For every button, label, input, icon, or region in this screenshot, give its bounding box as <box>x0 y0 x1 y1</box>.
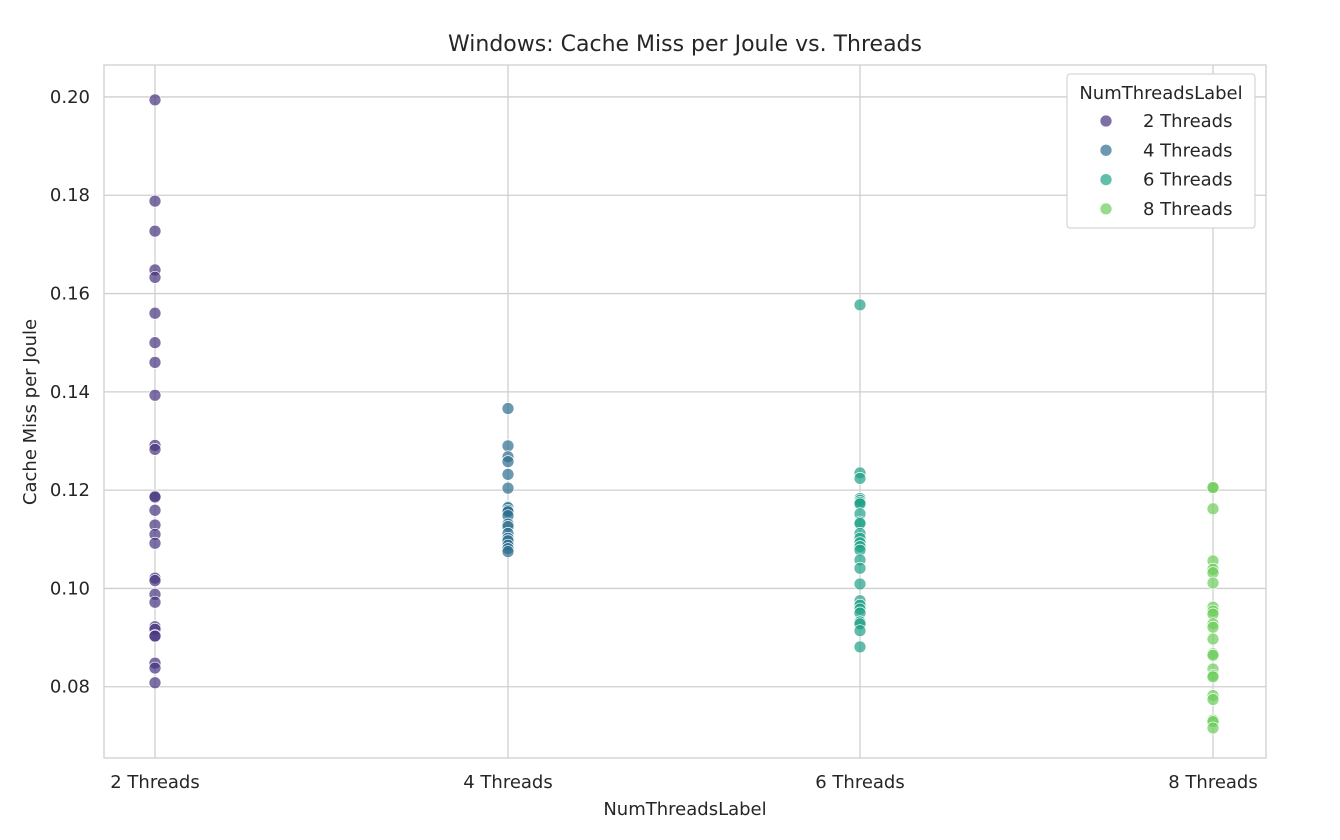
x-tick-label: 8 Threads <box>1168 772 1258 793</box>
legend-marker <box>1099 143 1113 157</box>
data-point <box>148 661 162 675</box>
data-point <box>148 490 162 504</box>
legend-label: 4 Threads <box>1143 140 1233 161</box>
data-point <box>1206 648 1220 662</box>
data-point <box>148 676 162 690</box>
legend: NumThreadsLabel 2 Threads 4 Threads 6 Thre… <box>1066 73 1256 229</box>
data-point <box>501 439 515 453</box>
data-point <box>1206 620 1220 634</box>
data-point <box>501 481 515 495</box>
legend-label: 6 Threads <box>1143 170 1233 191</box>
data-point <box>148 194 162 208</box>
y-tick-label: 0.18 <box>50 185 90 206</box>
y-tick-label: 0.14 <box>50 382 90 403</box>
data-point <box>853 577 867 591</box>
legend-marker <box>1099 114 1113 128</box>
x-tick-label: 2 Threads <box>110 772 200 793</box>
legend-label: 8 Threads <box>1143 199 1233 220</box>
data-point <box>1206 670 1220 684</box>
legend-marker <box>1099 173 1113 186</box>
chart-title: Windows: Cache Miss per Joule vs. Thread… <box>448 32 922 57</box>
legend-box <box>1066 73 1256 229</box>
x-tick-label: 6 Threads <box>815 772 905 793</box>
data-point <box>148 356 162 369</box>
y-tick-label: 0.16 <box>50 284 90 305</box>
data-point <box>1206 632 1220 646</box>
y-tick-label: 0.08 <box>50 677 90 698</box>
data-point <box>148 306 162 320</box>
data-point <box>1206 721 1220 735</box>
y-tick-label: 0.10 <box>50 578 90 599</box>
data-point <box>1206 576 1220 590</box>
ticks-layer: 0.08 0.10 0.12 0.14 0.16 0.18 0.20 2 Threads 4 T… <box>50 87 1258 793</box>
data-point <box>1206 481 1220 495</box>
data-point <box>1206 693 1220 706</box>
data-point <box>148 442 162 456</box>
data-point <box>148 629 162 643</box>
plot-area-frame <box>103 64 1267 759</box>
data-point <box>501 455 515 468</box>
y-axis-label: Cache Miss per Joule <box>20 319 41 505</box>
legend-marker <box>1099 202 1113 216</box>
data-point <box>853 624 867 638</box>
x-axis-label: NumThreadsLabel <box>603 799 766 820</box>
data-point <box>501 468 515 481</box>
data-point <box>853 561 867 575</box>
legend-title: NumThreadsLabel <box>1079 83 1242 104</box>
legend-label: 2 Threads <box>1143 111 1233 132</box>
data-point <box>853 298 867 312</box>
points-layer <box>148 93 1220 735</box>
data-point <box>148 388 162 402</box>
data-point <box>148 536 162 550</box>
legend-items: 2 Threads 4 Threads 6 Threads 8 Threads <box>1099 111 1233 220</box>
data-point <box>853 640 867 654</box>
data-point <box>148 336 162 350</box>
data-point <box>148 224 162 238</box>
data-point <box>148 595 162 609</box>
data-point <box>501 545 515 558</box>
data-point <box>148 270 162 284</box>
data-point <box>148 574 162 587</box>
y-tick-label: 0.12 <box>50 480 90 501</box>
data-point <box>148 503 162 517</box>
data-point <box>853 471 867 485</box>
data-point <box>501 402 515 415</box>
data-point <box>1206 502 1220 516</box>
data-point <box>148 93 162 107</box>
y-tick-label: 0.20 <box>50 87 90 108</box>
x-tick-label: 4 Threads <box>463 772 553 793</box>
